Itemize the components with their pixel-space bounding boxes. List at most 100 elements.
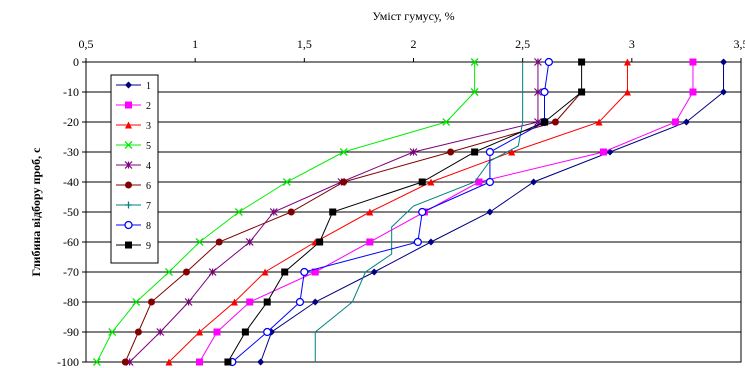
- series-5: [92, 58, 479, 366]
- legend-marker: [125, 81, 132, 89]
- data-point-6: [340, 178, 348, 186]
- data-point-8: [418, 207, 427, 217]
- data-point-4: [269, 208, 278, 216]
- y-tick-label: -20: [63, 115, 79, 129]
- y-tick-label: -90: [63, 325, 79, 339]
- y-tick-label: -80: [63, 295, 79, 309]
- legend-label: 4: [146, 161, 151, 172]
- data-point-1: [720, 88, 728, 96]
- data-point-2: [246, 298, 254, 306]
- data-point-2: [599, 148, 607, 156]
- data-point-3: [196, 328, 204, 336]
- data-point-5: [132, 298, 141, 306]
- data-point-3: [261, 268, 269, 276]
- data-point-1: [427, 238, 435, 246]
- data-point-1: [311, 298, 319, 306]
- legend-item-1: 1: [116, 81, 151, 92]
- axis-ticks: 0 -10 -20 -30 -40 -50 -60 -70 -80 -90 -100 0,5 1 1,5 2…: [57, 37, 745, 368]
- series-1: [257, 58, 728, 366]
- data-point-8: [540, 87, 549, 97]
- data-point-3: [508, 148, 516, 156]
- data-point-9: [241, 328, 249, 336]
- data-point-1: [720, 58, 728, 66]
- data-point-3: [623, 88, 631, 96]
- data-point-6: [447, 148, 455, 156]
- data-point-1: [530, 178, 538, 186]
- data-point-5: [442, 118, 451, 126]
- y-tick-label: -30: [63, 145, 79, 159]
- data-point-6: [148, 298, 155, 306]
- data-point-8: [413, 237, 423, 247]
- series-group: [92, 57, 728, 367]
- data-point-9: [263, 298, 271, 306]
- series-3: [165, 58, 631, 366]
- data-point-5: [92, 358, 101, 366]
- data-point-5: [282, 178, 291, 186]
- x-tick-label: 1,5: [297, 37, 312, 51]
- data-point-5: [108, 328, 117, 336]
- legend-item-6: 6: [116, 181, 151, 192]
- data-point-1: [370, 268, 378, 276]
- legend-item-3: 3: [116, 121, 151, 132]
- legend-marker: [125, 121, 132, 129]
- legend-item-9: 9: [116, 241, 151, 252]
- legend-item-7: 7: [116, 201, 151, 212]
- data-point-3: [595, 118, 603, 126]
- series-4: [125, 58, 542, 366]
- data-point-1: [257, 358, 265, 366]
- data-point-6: [182, 268, 190, 276]
- x-tick-label: 0,5: [79, 37, 94, 51]
- x-tick-label: 2,5: [515, 37, 530, 51]
- series-7: [314, 62, 524, 362]
- data-point-9: [224, 358, 232, 366]
- y-tick-label: -10: [63, 85, 79, 99]
- data-point-1: [486, 208, 494, 216]
- series-line-7: [314, 62, 524, 362]
- data-point-2: [311, 268, 319, 276]
- data-point-6: [215, 238, 223, 246]
- data-point-2: [689, 88, 697, 96]
- data-point-4: [208, 268, 217, 276]
- x-tick-label: 3,5: [734, 37, 745, 51]
- data-point-3: [623, 58, 631, 66]
- data-point-8: [300, 267, 309, 277]
- y-tick-label: -60: [63, 235, 79, 249]
- data-point-9: [316, 238, 324, 246]
- legend-marker: [125, 201, 132, 209]
- data-point-4: [184, 298, 193, 306]
- data-point-8: [485, 147, 495, 157]
- legend-label: 1: [146, 81, 151, 92]
- data-point-2: [475, 178, 483, 186]
- data-point-9: [418, 178, 426, 186]
- legend-marker: [125, 181, 132, 189]
- legend-item-8: 8: [116, 220, 151, 232]
- data-point-9: [578, 58, 586, 66]
- data-point-2: [196, 358, 204, 366]
- data-point-5: [165, 268, 173, 276]
- data-point-6: [551, 118, 559, 126]
- data-point-9: [281, 268, 289, 276]
- series-line-6: [124, 91, 582, 363]
- data-point-4: [156, 328, 165, 336]
- legend: 1 2 3 5 4 6 7 8 9: [110, 74, 159, 264]
- y-tick-label: -70: [63, 265, 79, 279]
- legend-item-2: 2: [116, 101, 151, 112]
- legend-marker: [125, 101, 132, 109]
- series-6: [121, 88, 586, 366]
- data-point-4: [534, 88, 542, 96]
- y-tick-label: -100: [57, 355, 79, 368]
- data-point-2: [672, 118, 679, 126]
- legend-label: 3: [146, 121, 151, 132]
- data-point-2: [689, 58, 697, 66]
- data-point-4: [534, 58, 542, 66]
- legend-marker: [124, 141, 133, 149]
- data-point-9: [471, 148, 479, 156]
- legend-item-5: 5: [116, 141, 151, 152]
- data-point-3: [165, 358, 173, 366]
- data-point-3: [230, 298, 238, 306]
- x-tick-label: 1: [192, 37, 198, 51]
- series-9: [224, 58, 586, 366]
- data-point-5: [339, 148, 348, 156]
